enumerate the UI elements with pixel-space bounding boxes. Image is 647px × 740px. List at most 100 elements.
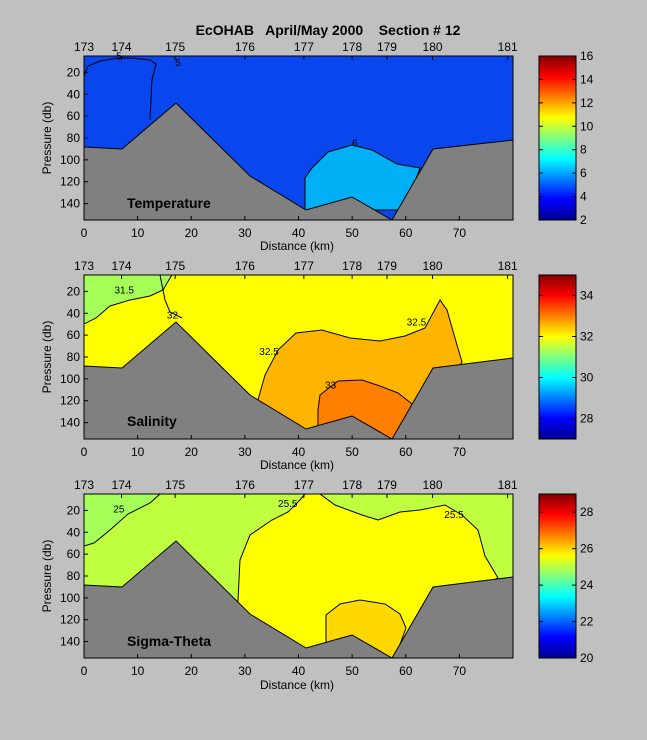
colorbar-tick-label: 30 — [580, 371, 594, 385]
contour-label: 5 — [175, 58, 181, 69]
bathymetry — [84, 540, 513, 658]
station-label: 178 — [342, 259, 362, 273]
x-tick-label: 60 — [399, 226, 413, 240]
contour-label: 32 — [167, 311, 179, 322]
y-tick-label: 20 — [67, 65, 81, 79]
contour-label: 25 — [113, 505, 125, 516]
station-label: 176 — [235, 478, 255, 492]
station-label: 176 — [235, 40, 255, 54]
bathymetry — [84, 321, 513, 439]
x-tick-label: 20 — [185, 226, 199, 240]
x-tick-label: 50 — [345, 226, 359, 240]
x-tick-label: 10 — [131, 226, 145, 240]
x-tick-label: 60 — [399, 664, 413, 678]
x-tick-label: 30 — [238, 664, 252, 678]
x-tick-label: 70 — [453, 445, 467, 459]
y-tick-label: 40 — [67, 87, 81, 101]
colorbar-tick-label: 28 — [580, 505, 594, 519]
station-label: 174 — [112, 478, 132, 492]
y-tick-label: 80 — [67, 131, 81, 145]
station-label: 175 — [165, 40, 185, 54]
x-tick-label: 0 — [81, 226, 88, 240]
station-label: 178 — [342, 40, 362, 54]
x-tick-label: 60 — [399, 445, 413, 459]
station-label: 179 — [377, 40, 397, 54]
y-axis-label: Pressure (db) — [40, 540, 54, 613]
colorbar-tick-label: 6 — [580, 166, 587, 180]
contour-label: 6 — [352, 139, 358, 150]
station-label: 177 — [294, 259, 314, 273]
station-label: 181 — [498, 40, 518, 54]
panel-label: Salinity — [127, 413, 177, 429]
station-label: 180 — [423, 259, 443, 273]
sigma-theta-panel: 25 25.5 25.5 0 10 20 30 40 50 60 70 20 40 60 80 100 12… — [40, 478, 594, 692]
sigma-theta-contour-25-region — [84, 494, 161, 547]
station-label: 179 — [377, 259, 397, 273]
colorbar — [538, 493, 577, 659]
x-tick-label: 0 — [81, 664, 88, 678]
x-tick-label: 70 — [453, 664, 467, 678]
colorbar-tick-label: 32 — [580, 330, 594, 344]
colorbar-tick-label: 10 — [580, 119, 594, 133]
y-tick-label: 40 — [67, 306, 81, 320]
temperature-contour-5 — [84, 57, 157, 121]
contour-label: 31.5 — [114, 286, 134, 297]
x-axis-label: Distance (km) — [260, 239, 334, 253]
station-label: 180 — [423, 40, 443, 54]
colorbar-tick-label: 26 — [580, 542, 594, 556]
station-label: 174 — [112, 40, 132, 54]
y-tick-label: 120 — [60, 613, 80, 627]
x-tick-label: 30 — [238, 445, 252, 459]
station-label: 173 — [74, 259, 94, 273]
station-label: 178 — [342, 478, 362, 492]
colorbar — [538, 55, 577, 221]
salinity-contour-31-5-region — [84, 275, 173, 325]
x-tick-label: 40 — [292, 664, 306, 678]
y-tick-label: 20 — [67, 503, 81, 517]
x-axis-label: Distance (km) — [260, 458, 334, 472]
station-label: 181 — [498, 259, 518, 273]
salinity-contour-32 — [159, 275, 183, 319]
panel-label: Temperature — [127, 195, 211, 211]
station-label: 175 — [165, 259, 185, 273]
y-tick-label: 140 — [60, 197, 80, 211]
station-label: 180 — [423, 478, 443, 492]
y-tick-label: 120 — [60, 175, 80, 189]
colorbar-tick-label: 4 — [580, 190, 587, 204]
contour-label: 25.5 — [444, 510, 464, 521]
colorbar-tick-label: 24 — [580, 578, 594, 592]
x-tick-label: 10 — [131, 445, 145, 459]
colorbar-tick-label: 28 — [580, 412, 594, 426]
x-tick-label: 50 — [345, 445, 359, 459]
y-tick-label: 60 — [67, 547, 81, 561]
y-tick-label: 120 — [60, 394, 80, 408]
y-tick-label: 100 — [60, 372, 80, 386]
y-tick-label: 80 — [67, 350, 81, 364]
contour-label: 5 — [116, 51, 122, 62]
contour-label: 33 — [325, 381, 337, 392]
x-axis-label: Distance (km) — [260, 678, 334, 692]
colorbar-tick-label: 16 — [580, 49, 594, 63]
y-tick-label: 60 — [67, 109, 81, 123]
x-tick-label: 10 — [131, 664, 145, 678]
x-tick-label: 20 — [185, 445, 199, 459]
y-tick-label: 20 — [67, 284, 81, 298]
y-tick-label: 100 — [60, 153, 80, 167]
colorbar-tick-label: 12 — [580, 96, 594, 110]
colorbar — [538, 274, 577, 440]
y-axis-label: Pressure (db) — [40, 321, 54, 394]
x-tick-label: 20 — [185, 664, 199, 678]
colorbar-tick-label: 22 — [580, 615, 594, 629]
colorbar-tick-label: 20 — [580, 651, 594, 665]
x-tick-label: 50 — [345, 664, 359, 678]
contour-label: 32.5 — [259, 347, 279, 358]
station-label: 174 — [112, 259, 132, 273]
temperature-panel: 5 5 6 0 10 20 30 40 50 60 70 20 40 60 80 100 120 140 17… — [40, 40, 594, 253]
figure-title: EcOHAB April/May 2000 Section # 12 — [196, 22, 461, 38]
station-label: 173 — [74, 40, 94, 54]
y-tick-label: 80 — [67, 569, 81, 583]
x-tick-label: 40 — [292, 445, 306, 459]
x-tick-label: 30 — [238, 226, 252, 240]
y-tick-label: 40 — [67, 525, 81, 539]
